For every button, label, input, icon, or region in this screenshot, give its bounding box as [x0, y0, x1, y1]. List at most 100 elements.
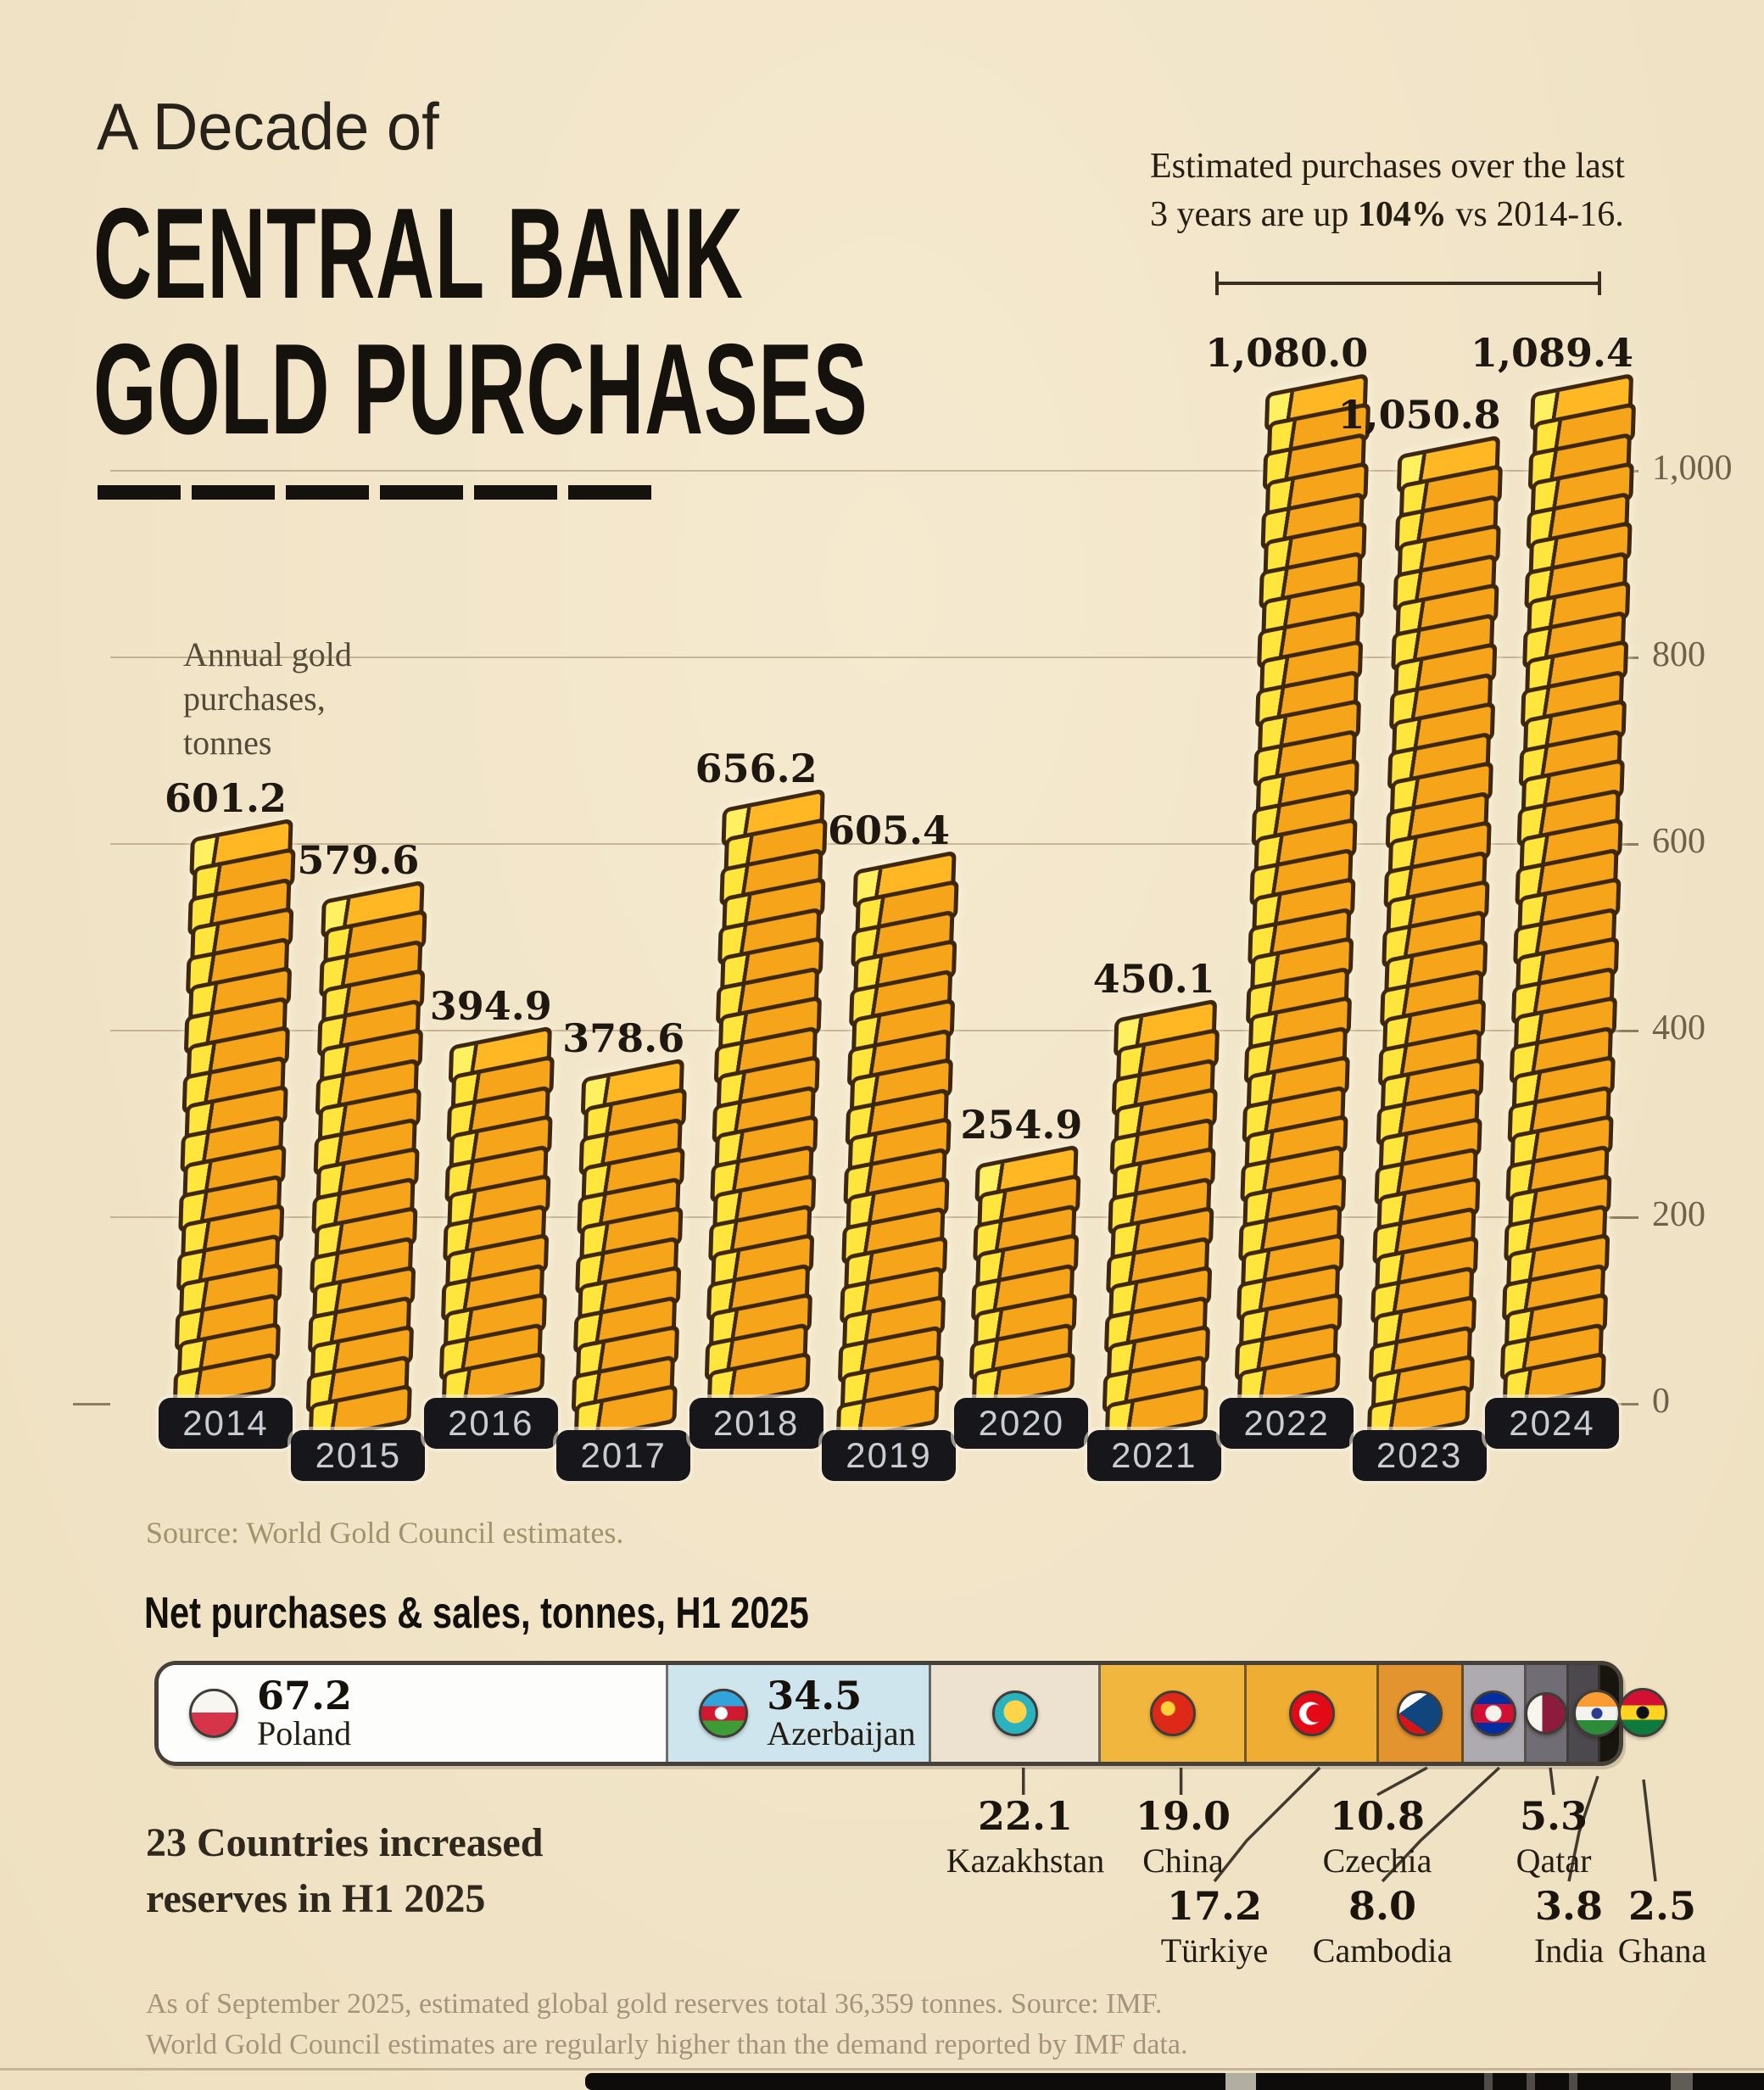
country-value: 67.2 [257, 1672, 353, 1718]
bar-value-label-2021: 450.1 [1092, 956, 1215, 1002]
country-value: 10.8 [1329, 1793, 1426, 1839]
gridline-600 [110, 843, 1637, 845]
bar-value-label-2022: 1,080.0 [1205, 330, 1369, 376]
cambodia-flag-icon [1471, 1690, 1517, 1736]
gold-bar-stack-2019 [835, 850, 959, 1444]
bottom-section-heading: Net purchases & sales, tonnes, H1 2025 [144, 1589, 809, 1638]
china-flag-icon [1149, 1690, 1196, 1736]
y-axis-label: tonnes [183, 724, 272, 762]
country-name: Czechia [1322, 1841, 1432, 1880]
country-label-china: 19.0 China [1136, 1797, 1231, 1878]
chart-source: Source: World Gold Council estimates. [146, 1516, 624, 1550]
bar-value-label-2014: 601.2 [164, 775, 287, 821]
y-axis-label: Annual gold [183, 635, 352, 673]
country-segment-poland: 67.2 Poland [159, 1665, 669, 1762]
year-pill-2014: 2014 [159, 1398, 293, 1449]
country-name: India [1533, 1931, 1605, 1970]
page-title-line2: GOLD PURCHASES [93, 317, 868, 461]
y-tick-label-600: 600 [1652, 822, 1705, 861]
bottom-watermark-bar [585, 2073, 1764, 2090]
country-net-purchases-bar: 67.2 Poland 34.5 Azerbaijan [154, 1661, 1623, 1766]
footer-line2: World Gold Council estimates are regular… [146, 2029, 1188, 2060]
annotation-text: Estimated purchases over the last 3 year… [1150, 147, 1625, 234]
india-flag-icon [1573, 1690, 1621, 1737]
bar-value-label-2018: 656.2 [695, 746, 818, 791]
country-segment-qatar [1525, 1665, 1569, 1762]
year-pill-2020: 2020 [954, 1398, 1089, 1449]
bar-value-label-2019: 605.4 [827, 808, 951, 853]
country-value: 2.5 [1627, 1883, 1697, 1929]
bottom-divider [0, 2068, 1764, 2070]
countries-note: 23 Countries increased reserves in H1 20… [146, 1820, 544, 1921]
y-tick-400 [1610, 1030, 1638, 1032]
country-value: 8.0 [1348, 1883, 1417, 1929]
year-pill-2019: 2019 [822, 1430, 956, 1481]
country-value: 22.1 [977, 1793, 1074, 1839]
country-segment-azerbaijan: 34.5 Azerbaijan [668, 1665, 932, 1762]
bar-value-label-2015: 579.6 [297, 837, 420, 883]
country-label-czechia: 10.8 Czechia [1323, 1797, 1432, 1878]
year-pill-2021: 2021 [1086, 1430, 1221, 1481]
range-bracket-right-tick [1598, 271, 1601, 295]
year-pill-2024: 2024 [1485, 1398, 1619, 1449]
country-value: 5.3 [1519, 1793, 1588, 1839]
footer-line1: As of September 2025, estimated global g… [146, 1988, 1163, 2020]
country-name: Türkiye [1160, 1931, 1269, 1970]
bar-value-label-2023: 1,050.8 [1337, 392, 1501, 438]
country-name: Azerbaijan [767, 1714, 916, 1753]
country-label-ghana: 2.5 Ghana [1618, 1886, 1706, 1968]
callout-line-czechia [1376, 1766, 1428, 1797]
gold-bar-stack-2015 [305, 880, 427, 1444]
callout-line-ghana [1642, 1779, 1657, 1882]
country-value: 19.0 [1135, 1793, 1231, 1839]
gold-bar-stack-2016 [438, 1025, 555, 1411]
bar-value-label-2017: 378.6 [562, 1015, 685, 1061]
callout-line-qatar [1549, 1767, 1555, 1796]
country-segment-czechia [1379, 1665, 1464, 1762]
year-pill-2018: 2018 [689, 1398, 823, 1449]
gold-bar-stack-2022 [1234, 372, 1371, 1411]
range-bracket-left-tick [1215, 271, 1219, 295]
gold-bar-stack-2023 [1366, 434, 1503, 1444]
country-segment-turkiye [1247, 1665, 1380, 1762]
bar-value-label-2016: 394.9 [429, 983, 552, 1029]
gold-bar-stack-2020 [969, 1144, 1081, 1411]
ghana-flag-icon [1618, 1688, 1667, 1737]
country-name: Poland [257, 1714, 352, 1753]
country-label-cambodia: 8.0 Cambodia [1313, 1886, 1452, 1968]
country-label-kazakhstan: 22.1 Kazakhstan [946, 1797, 1105, 1878]
country-label-qatar: 5.3 Qatar [1516, 1797, 1592, 1878]
gold-bar-stack-2021 [1102, 998, 1220, 1444]
y-tick-0 [1610, 1403, 1638, 1405]
year-pill-2022: 2022 [1220, 1398, 1354, 1449]
qatar-flag-icon [1525, 1692, 1568, 1735]
year-pill-2023: 2023 [1352, 1430, 1487, 1481]
year-pill-2015: 2015 [291, 1430, 426, 1481]
y-tick-600 [1610, 843, 1638, 846]
country-label-india: 3.8 India [1534, 1886, 1604, 1968]
year-pill-2016: 2016 [423, 1398, 558, 1449]
page-title-line1: CENTRAL BANK [93, 182, 744, 326]
y-tick-label-400: 400 [1652, 1009, 1705, 1048]
azerbaijan-flag-icon [699, 1688, 749, 1738]
bar-value-label-2024: 1,089.4 [1470, 330, 1634, 376]
country-name: China [1142, 1841, 1224, 1880]
country-name: Kazakhstan [946, 1841, 1105, 1880]
country-segment-cambodia [1463, 1665, 1527, 1762]
poland-flag-icon [189, 1688, 238, 1738]
kazakhstan-flag-icon [991, 1690, 1038, 1736]
country-name: Ghana [1617, 1931, 1707, 1970]
country-segment-kazakhstan [931, 1665, 1102, 1762]
y-tick-label-0: 0 [1652, 1382, 1670, 1421]
title-underline-dashes [98, 485, 651, 500]
gold-bar-stack-2014 [172, 818, 296, 1411]
bar-value-label-2020: 254.9 [960, 1102, 1083, 1148]
title-kicker: A Decade of [97, 89, 439, 164]
y-tick-200 [1610, 1216, 1638, 1219]
gold-bar-stack-2017 [571, 1058, 688, 1444]
country-value: 34.5 [767, 1672, 862, 1718]
range-bracket [1217, 282, 1600, 285]
y-tick-label-800: 800 [1652, 635, 1705, 674]
y-axis-label: purchases, [183, 679, 326, 718]
